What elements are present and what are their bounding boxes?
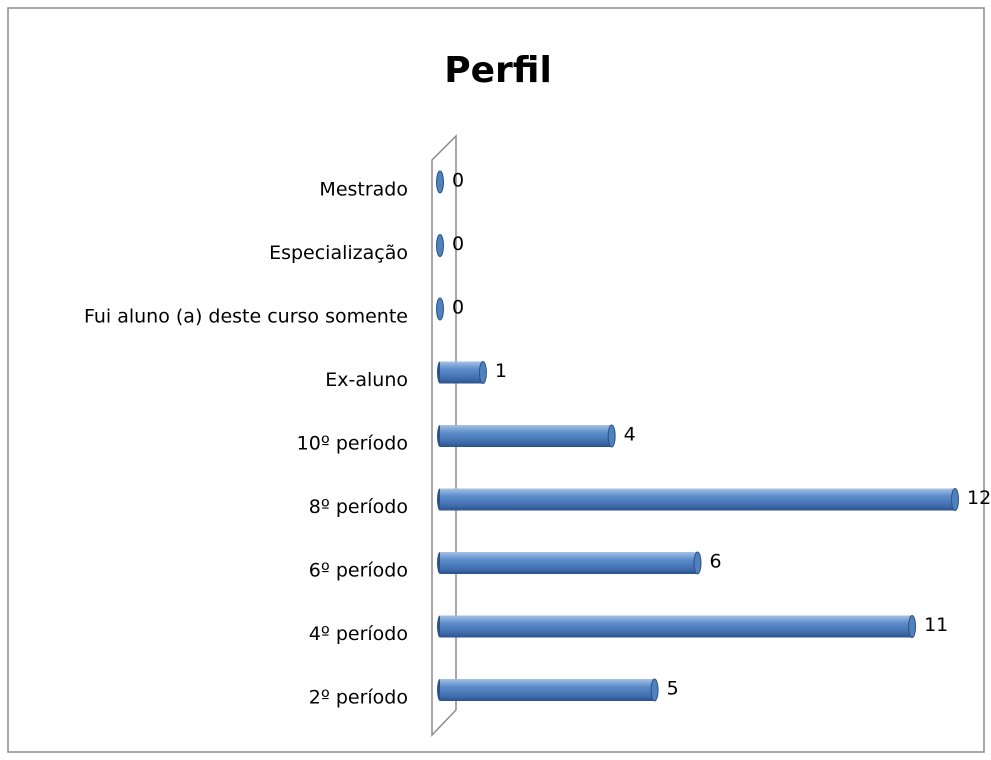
bar-cap — [436, 170, 444, 194]
bar — [440, 361, 483, 384]
y-tick-label: Especialização — [269, 242, 408, 264]
y-tick-label: Fui aluno (a) deste curso somente — [84, 306, 408, 328]
data-label: 12 — [967, 487, 991, 509]
data-label: 0 — [452, 233, 464, 255]
y-tick-label: Ex-aluno — [325, 369, 408, 391]
data-label: 1 — [495, 360, 507, 382]
y-tick-label: 2º período — [309, 687, 408, 709]
bar-cap — [607, 424, 616, 448]
data-label: 6 — [710, 551, 722, 573]
bar-cap — [650, 678, 659, 702]
bar — [440, 488, 955, 511]
data-label: 11 — [924, 614, 948, 636]
bar — [440, 425, 612, 447]
bar-cap — [436, 234, 444, 257]
y-tick-label: 6º período — [309, 560, 408, 582]
bar — [440, 615, 913, 638]
data-label: 0 — [452, 297, 464, 319]
bar-cap — [908, 615, 917, 638]
bar-cap — [478, 361, 487, 384]
bar — [440, 552, 698, 574]
y-tick-label: Mestrado — [319, 179, 408, 201]
y-tick-label: 8º período — [309, 496, 408, 518]
data-label: 4 — [624, 424, 636, 446]
bar-cap — [436, 297, 444, 321]
chart-title: Perfil — [444, 50, 552, 91]
data-label: 5 — [667, 678, 679, 700]
y-tick-label: 10º período — [297, 433, 408, 455]
bar-cap — [693, 551, 702, 575]
bar — [440, 679, 655, 701]
data-label: 0 — [452, 170, 464, 192]
bar-cap — [951, 488, 959, 511]
y-tick-label: 4º período — [309, 623, 408, 645]
